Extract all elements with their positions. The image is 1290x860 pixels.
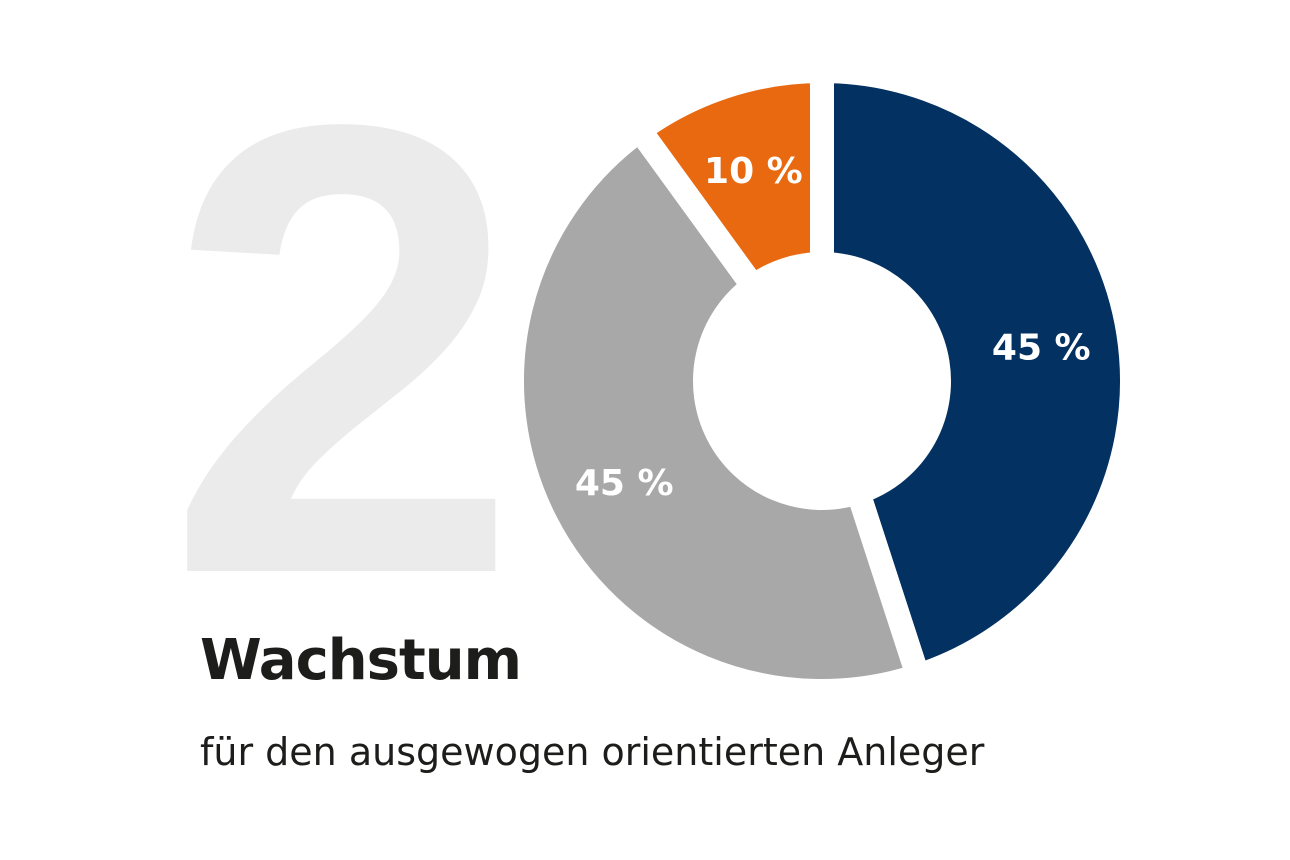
donut-slice-0 <box>810 58 1144 691</box>
chart-subtitle: für den ausgewogen orientierten Anleger <box>200 730 985 774</box>
slice-label-1: 45 % <box>575 463 674 504</box>
donut-slice-1 <box>500 113 933 703</box>
slice-label-0: 45 % <box>992 327 1091 368</box>
donut-slice-2 <box>623 58 834 304</box>
chart-title: Wachstum <box>200 628 522 693</box>
background-number: 2 <box>165 0 521 707</box>
slice-label-2: 10 % <box>704 151 803 192</box>
